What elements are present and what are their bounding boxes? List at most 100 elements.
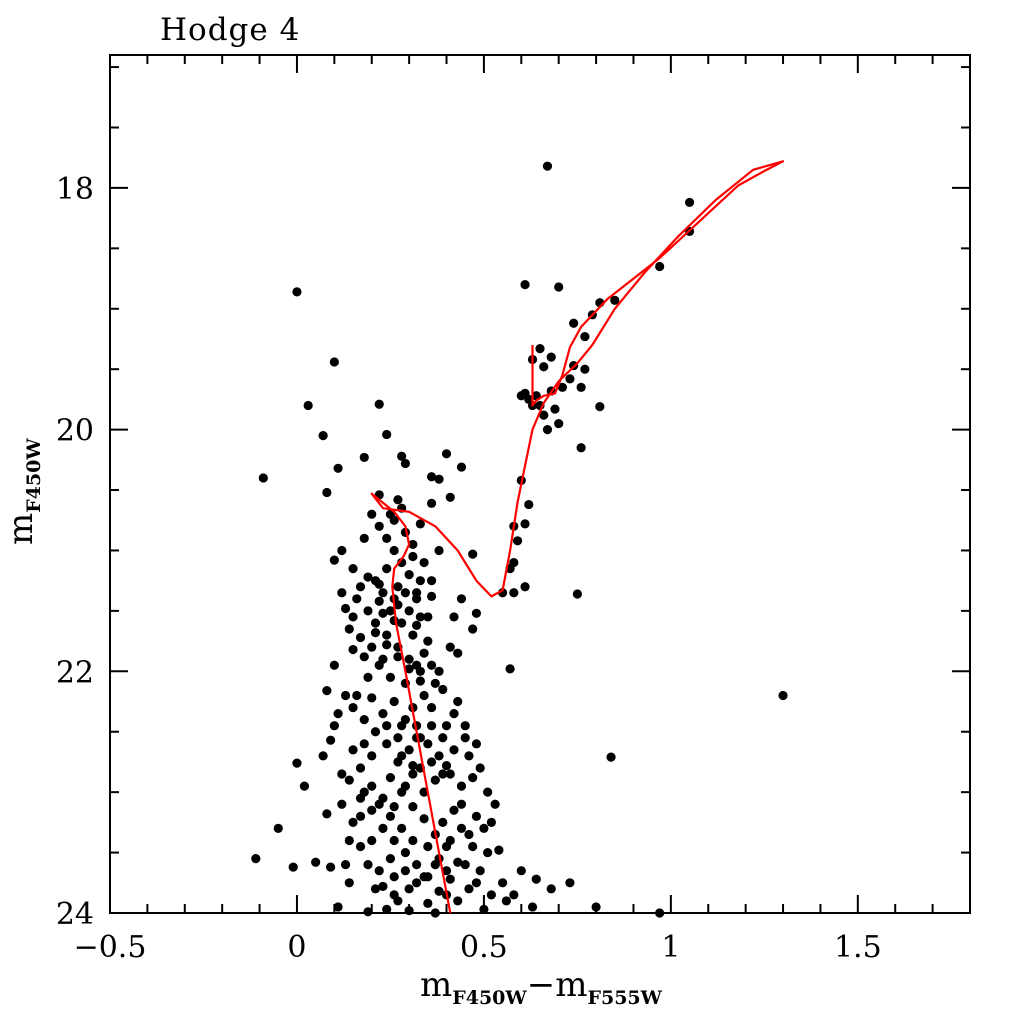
star-point	[445, 492, 455, 502]
star-point	[355, 582, 366, 592]
star-point	[430, 775, 440, 785]
star-point	[505, 664, 515, 674]
star-point	[423, 739, 433, 749]
star-point	[385, 854, 396, 864]
star-point	[348, 563, 358, 574]
star-point	[430, 678, 440, 688]
x-tick-label: 0	[287, 930, 306, 965]
star-point	[389, 802, 399, 812]
star-point	[415, 612, 425, 622]
star-point	[408, 769, 418, 779]
star-point	[389, 615, 399, 626]
star-point	[408, 835, 418, 846]
star-point	[400, 866, 410, 876]
x-label-dash: −	[527, 965, 556, 1005]
star-point	[468, 624, 478, 634]
star-point	[352, 594, 362, 604]
star-point	[423, 636, 433, 646]
star-point	[415, 519, 425, 529]
star-point	[554, 282, 564, 292]
star-point	[449, 745, 459, 755]
star-point	[546, 352, 556, 362]
star-point	[288, 862, 298, 872]
x-tick-label: −0.5	[74, 930, 147, 965]
star-point	[453, 896, 463, 906]
star-point	[542, 425, 553, 435]
star-point	[468, 773, 478, 783]
star-point	[445, 874, 455, 884]
star-point	[382, 429, 392, 440]
star-point	[486, 890, 496, 900]
star-point	[385, 773, 396, 783]
star-point	[359, 452, 369, 463]
star-point	[572, 589, 582, 599]
star-point	[348, 702, 358, 713]
star-point	[329, 660, 339, 670]
star-point	[382, 721, 392, 731]
x-axis-label: mF450W−mF555W	[420, 965, 663, 1009]
star-point	[374, 596, 384, 606]
star-point	[355, 841, 366, 852]
star-point	[400, 847, 410, 858]
star-point	[389, 872, 399, 882]
star-point	[415, 576, 425, 586]
star-point	[337, 799, 347, 809]
star-point	[363, 606, 373, 616]
star-point	[367, 509, 377, 519]
star-point	[434, 751, 444, 761]
star-point	[460, 860, 470, 870]
star-point	[359, 739, 369, 749]
star-point	[374, 660, 384, 670]
star-point	[449, 612, 459, 622]
star-point	[355, 632, 366, 643]
star-point	[355, 763, 366, 773]
star-point	[404, 905, 414, 916]
star-point	[374, 399, 384, 409]
star-point	[509, 890, 519, 900]
star-point	[520, 519, 530, 529]
star-point	[382, 533, 392, 543]
scatter-points	[251, 161, 788, 918]
star-point	[404, 654, 414, 664]
star-point	[404, 745, 414, 755]
star-point	[393, 652, 403, 662]
star-point	[580, 331, 590, 342]
star-point	[453, 857, 463, 867]
x-label-sub1: F450W	[452, 987, 527, 1009]
star-point	[494, 845, 504, 855]
star-point	[378, 608, 388, 618]
star-point	[363, 672, 373, 682]
star-point	[251, 854, 261, 864]
star-point	[441, 449, 452, 459]
y-tick-labels: 18 20 22 24	[56, 172, 94, 932]
star-point	[426, 721, 437, 731]
star-point	[509, 588, 519, 598]
star-point	[423, 898, 433, 908]
star-point	[397, 618, 407, 628]
star-point	[393, 495, 403, 505]
star-point	[404, 884, 414, 894]
star-point	[576, 443, 586, 453]
star-point	[419, 648, 429, 658]
star-point	[460, 733, 470, 743]
star-point	[367, 642, 377, 652]
star-point	[516, 391, 526, 401]
star-point	[580, 364, 590, 374]
star-point	[322, 686, 332, 696]
star-point	[778, 690, 788, 701]
star-point	[483, 847, 493, 858]
isochrone-line	[370, 160, 785, 914]
star-point	[326, 862, 336, 872]
star-point	[423, 612, 433, 622]
star-point	[490, 799, 500, 809]
star-point	[524, 499, 534, 510]
star-point	[337, 545, 347, 556]
star-point	[479, 823, 489, 834]
star-point	[348, 745, 358, 755]
star-point	[404, 664, 414, 674]
star-point	[404, 570, 414, 580]
star-point	[610, 295, 620, 305]
star-point	[322, 809, 332, 819]
star-point	[370, 576, 381, 586]
star-point	[385, 811, 396, 821]
